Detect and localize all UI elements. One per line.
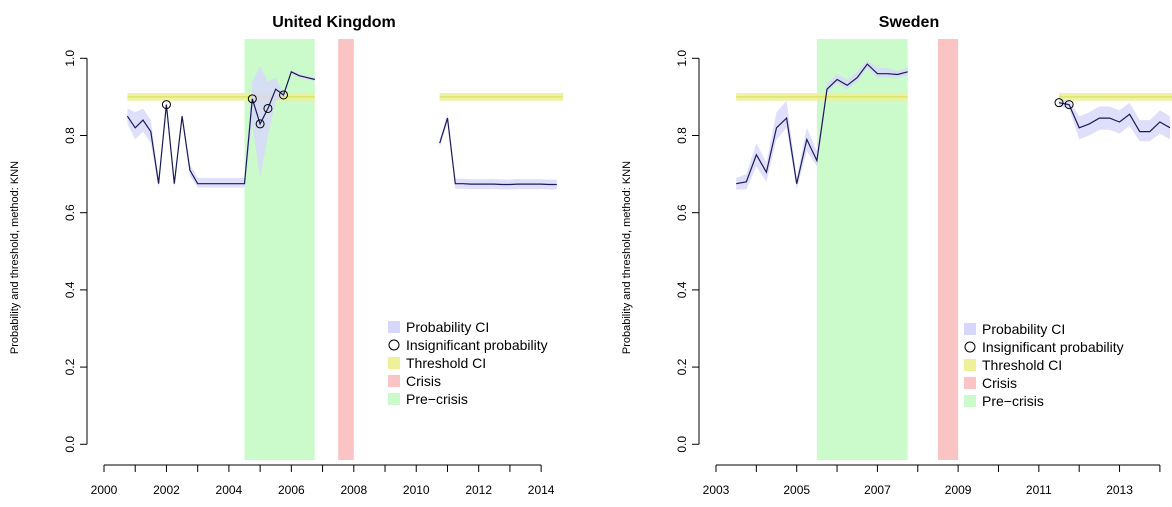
legend-swatch xyxy=(388,375,400,387)
legend-label: Pre−crisis xyxy=(982,393,1044,409)
plot-area xyxy=(126,39,563,460)
x-tick-label: 2002 xyxy=(153,483,180,497)
y-tick-label: 0.8 xyxy=(63,127,77,144)
x-tick-label: 2000 xyxy=(91,483,118,497)
legend-label: Probability CI xyxy=(406,319,489,335)
probability-line xyxy=(126,70,315,185)
x-tick-label: 2004 xyxy=(216,483,243,497)
x-tick-label: 2011 xyxy=(1026,483,1052,497)
probability-ci-band xyxy=(127,66,315,188)
legend-label: Crisis xyxy=(982,375,1017,391)
y-tick-label: 0.6 xyxy=(63,204,77,221)
crisis-band xyxy=(338,39,354,460)
pre-crisis-band xyxy=(816,39,908,460)
legend-swatch xyxy=(388,321,400,333)
x-tick-label: 2006 xyxy=(278,483,305,497)
legend-swatch xyxy=(964,359,976,371)
legend-swatch xyxy=(964,323,976,335)
legend-label: Insignificant probability xyxy=(406,337,548,353)
legend-label: Threshold CI xyxy=(982,357,1062,373)
x-tick-label: 2010 xyxy=(403,483,430,497)
x-tick-label: 2005 xyxy=(783,483,810,497)
y-tick-label: 0.4 xyxy=(63,281,77,298)
legend-swatch xyxy=(964,377,976,389)
x-tick-label: 2012 xyxy=(465,483,492,497)
y-axis-label: Probability and threshold, method: KNN xyxy=(9,161,21,354)
chart-title: Sweden xyxy=(879,14,939,31)
insignificant-point xyxy=(255,119,265,129)
legend-label: Probability CI xyxy=(982,321,1065,337)
insignificant-point xyxy=(1054,98,1064,108)
crisis-band xyxy=(937,39,959,460)
legend-swatch xyxy=(388,393,400,405)
insignificant-point xyxy=(1064,100,1074,110)
x-tick-label: 2013 xyxy=(1106,483,1133,497)
y-tick-label: 1.0 xyxy=(63,50,77,67)
insignificant-point xyxy=(279,90,289,100)
y-tick-label: 0.2 xyxy=(675,358,689,375)
probability-line xyxy=(439,117,557,186)
legend-label: Crisis xyxy=(406,373,441,389)
x-tick-label: 2007 xyxy=(864,483,891,497)
insignificant-point xyxy=(161,100,171,110)
y-tick-label: 0.6 xyxy=(675,204,689,221)
legend xyxy=(388,321,400,405)
plot-area xyxy=(736,39,1172,460)
probability-line xyxy=(1058,102,1171,133)
insignificant-point xyxy=(263,103,273,113)
y-tick-label: 0.4 xyxy=(675,281,689,298)
x-tick-label: 2008 xyxy=(340,483,367,497)
x-tick-label: 2009 xyxy=(945,483,972,497)
probability-line xyxy=(736,63,908,185)
legend-circle-swatch xyxy=(388,339,400,351)
legend-swatch xyxy=(388,357,400,369)
legend-label: Insignificant probability xyxy=(982,339,1124,355)
y-tick-label: 0.0 xyxy=(675,436,689,453)
legend-circle-swatch xyxy=(964,341,976,353)
probability-ci-band xyxy=(439,114,557,190)
legend xyxy=(964,323,976,407)
y-tick-label: 1.0 xyxy=(675,50,689,67)
x-tick-label: 2014 xyxy=(528,483,555,497)
y-tick-label: 0.0 xyxy=(63,436,77,453)
legend-swatch xyxy=(964,395,976,407)
y-axis-label: Probability and threshold, method: KNN xyxy=(621,161,633,354)
y-tick-label: 0.8 xyxy=(675,127,689,144)
legend-label: Threshold CI xyxy=(406,355,486,371)
x-tick-label: 2003 xyxy=(703,483,730,497)
insignificant-point xyxy=(247,94,257,104)
legend-label: Pre−crisis xyxy=(406,391,468,407)
y-tick-label: 0.2 xyxy=(63,358,77,375)
chart-title: United Kingdom xyxy=(272,14,396,31)
